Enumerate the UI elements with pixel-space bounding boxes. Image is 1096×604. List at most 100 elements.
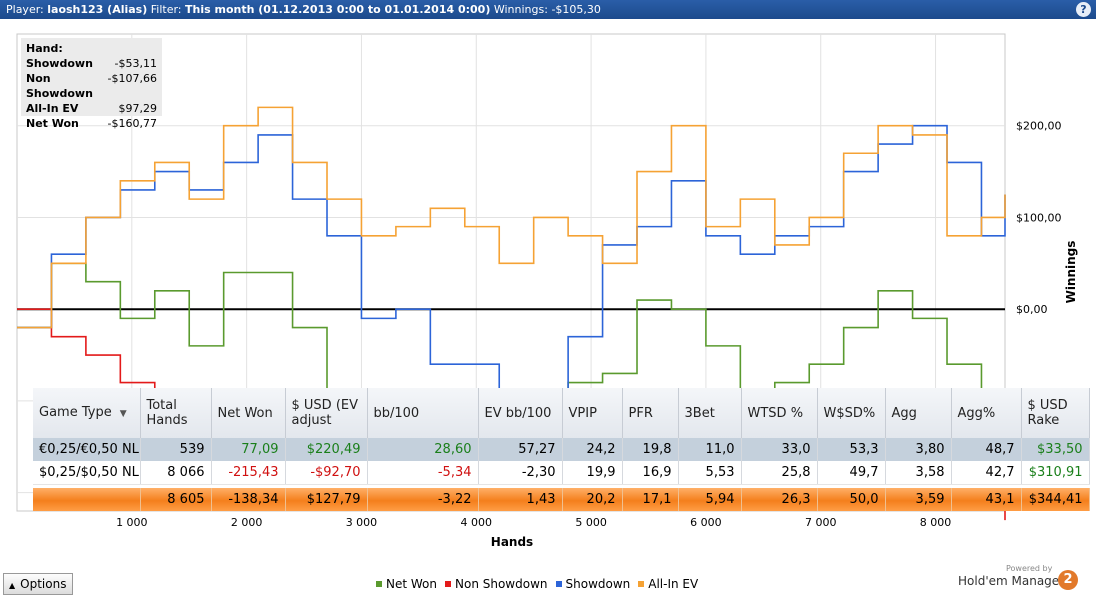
cell-wtsd: 25,8: [741, 461, 818, 485]
col-vpip[interactable]: VPIP: [562, 388, 623, 438]
summary-heading: Hand:: [26, 42, 63, 55]
summary-box: Hand: Showdown -$53,11 Non Showdown -$10…: [21, 38, 162, 130]
cell-ev-bb100: 57,27: [478, 438, 563, 461]
sort-down-icon[interactable]: ▼: [119, 408, 127, 419]
filter-label: Filter:: [150, 3, 182, 16]
table-row[interactable]: €0,25/€0,50 NL 539 77,09 $220,49 28,60 5…: [33, 438, 1090, 461]
cell-net-won: 77,09: [211, 438, 286, 461]
cell-pfr: 19,8: [622, 438, 679, 461]
summary-showdown-value: -$53,11: [114, 57, 157, 70]
col-net-won[interactable]: Net Won: [211, 388, 286, 438]
total-wtsd: 26,3: [741, 488, 818, 511]
col-game-type[interactable]: Game Type ▼: [33, 388, 141, 438]
cell-usd-ev: $220,49: [285, 438, 368, 461]
col-bb100[interactable]: bb/100: [367, 388, 479, 438]
cell-game-type: €0,25/€0,50 NL: [33, 438, 141, 461]
winnings-label: Winnings:: [493, 3, 548, 16]
total-agg-pct: 43,1: [951, 488, 1022, 511]
total-3bet: 5,94: [678, 488, 742, 511]
chart-legend: Net Won Non Showdown Showdown All-In EV: [376, 577, 698, 591]
total-vpip: 20,2: [562, 488, 623, 511]
summary-netwon-value: -$160,77: [107, 117, 157, 130]
col-3bet[interactable]: 3Bet: [678, 388, 742, 438]
cell-wsd: 49,7: [817, 461, 886, 485]
x-tick-label: 8 000: [920, 516, 952, 529]
cell-total-hands: 8 066: [140, 461, 212, 485]
options-button[interactable]: ▲ Options: [3, 573, 73, 595]
legend-showdown[interactable]: Showdown: [555, 577, 630, 591]
col-ev-bb100[interactable]: EV bb/100: [478, 388, 563, 438]
y-tick-label: $200,00: [1016, 120, 1062, 133]
col-agg-pct[interactable]: Agg%: [951, 388, 1022, 438]
table-spacer: [33, 484, 1089, 488]
legend-swatch: [445, 581, 451, 587]
cell-ev-bb100: -2,30: [478, 461, 563, 485]
brand-logo: Powered by Hold'em Manager 2: [956, 564, 1081, 598]
cell-usd-ev: -$92,70: [285, 461, 368, 485]
cell-3bet: 11,0: [678, 438, 742, 461]
col-wtsd[interactable]: WTSD %: [741, 388, 818, 438]
cell-wsd: 53,3: [817, 438, 886, 461]
cell-rake: $310,91: [1021, 461, 1090, 485]
cell-agg-pct: 42,7: [951, 461, 1022, 485]
x-tick-label: 3 000: [346, 516, 378, 529]
help-icon[interactable]: ?: [1076, 2, 1091, 17]
cell-bb100: 28,60: [367, 438, 479, 461]
y-axis-label: Winnings: [1064, 241, 1078, 304]
legend-swatch: [555, 581, 562, 587]
col-pfr[interactable]: PFR: [622, 388, 679, 438]
total-hands: 8 605: [140, 488, 212, 511]
cell-total-hands: 539: [140, 438, 212, 461]
winnings-value: -$105,30: [551, 3, 601, 16]
col-total-hands[interactable]: Total Hands: [140, 388, 212, 438]
col-usd-ev-adjust[interactable]: $ USD (EV adjust: [285, 388, 368, 438]
summary-nonshowdown-value: -$107,66: [107, 72, 157, 85]
legend-all-in-ev[interactable]: All-In EV: [638, 577, 698, 591]
y-tick-label: $0,00: [1016, 303, 1048, 316]
cell-bb100: -5,34: [367, 461, 479, 485]
cell-vpip: 24,2: [562, 438, 623, 461]
player-value: laosh123 (Alias): [47, 3, 148, 16]
cell-agg-pct: 48,7: [951, 438, 1022, 461]
cell-game-type: $0,25/$0,50 NL: [33, 461, 141, 485]
expand-up-icon: ▲: [9, 581, 16, 590]
stats-table: Game Type ▼ Total Hands Net Won $ USD (EV…: [33, 388, 1090, 511]
cell-wtsd: 33,0: [741, 438, 818, 461]
cell-rake: $33,50: [1021, 438, 1090, 461]
title-bar: Player: laosh123 (Alias) Filter: This mo…: [0, 0, 1096, 19]
total-row: 8 605 -138,34 $127,79 -3,22 1,43 20,2 17…: [33, 488, 1090, 511]
powered-by-text: Powered by: [1006, 564, 1053, 573]
cell-pfr: 16,9: [622, 461, 679, 485]
x-tick-label: 1 000: [116, 516, 148, 529]
total-usd-ev: $127,79: [285, 488, 368, 511]
total-net-won: -138,34: [211, 488, 286, 511]
summary-showdown-label: Showdown: [26, 57, 93, 70]
summary-allinev-label: All-In EV: [26, 102, 79, 115]
filter-value: This month (01.12.2013 0:00 to 01.01.201…: [185, 3, 491, 16]
legend-swatch: [376, 581, 382, 587]
total-bb100: -3,22: [367, 488, 479, 511]
table-row[interactable]: $0,25/$0,50 NL 8 066 -215,43 -$92,70 -5,…: [33, 461, 1090, 485]
legend-non-showdown[interactable]: Non Showdown: [445, 577, 548, 591]
x-axis-label: Hands: [491, 535, 533, 549]
summary-nonshowdown-label: Non Showdown: [26, 72, 93, 100]
y-tick-label: $100,00: [1016, 211, 1062, 224]
brand-name: Hold'em Manager: [958, 574, 1065, 588]
col-wsd[interactable]: W$SD%: [817, 388, 886, 438]
col-agg[interactable]: Agg: [885, 388, 952, 438]
cell-agg: 3,80: [885, 438, 952, 461]
col-usd-rake[interactable]: $ USD Rake: [1021, 388, 1090, 438]
x-tick-label: 7 000: [805, 516, 837, 529]
cell-3bet: 5,53: [678, 461, 742, 485]
total-agg: 3,59: [885, 488, 952, 511]
total-wsd: 50,0: [817, 488, 886, 511]
options-label: Options: [20, 577, 67, 591]
total-ev-bb100: 1,43: [478, 488, 563, 511]
x-tick-label: 4 000: [461, 516, 493, 529]
total-pfr: 17,1: [622, 488, 679, 511]
series-line-all-in-ev: [17, 106, 1006, 329]
x-tick-label: 6 000: [690, 516, 722, 529]
cell-agg: 3,58: [885, 461, 952, 485]
x-tick-label: 5 000: [575, 516, 607, 529]
legend-net-won[interactable]: Net Won: [376, 577, 437, 591]
